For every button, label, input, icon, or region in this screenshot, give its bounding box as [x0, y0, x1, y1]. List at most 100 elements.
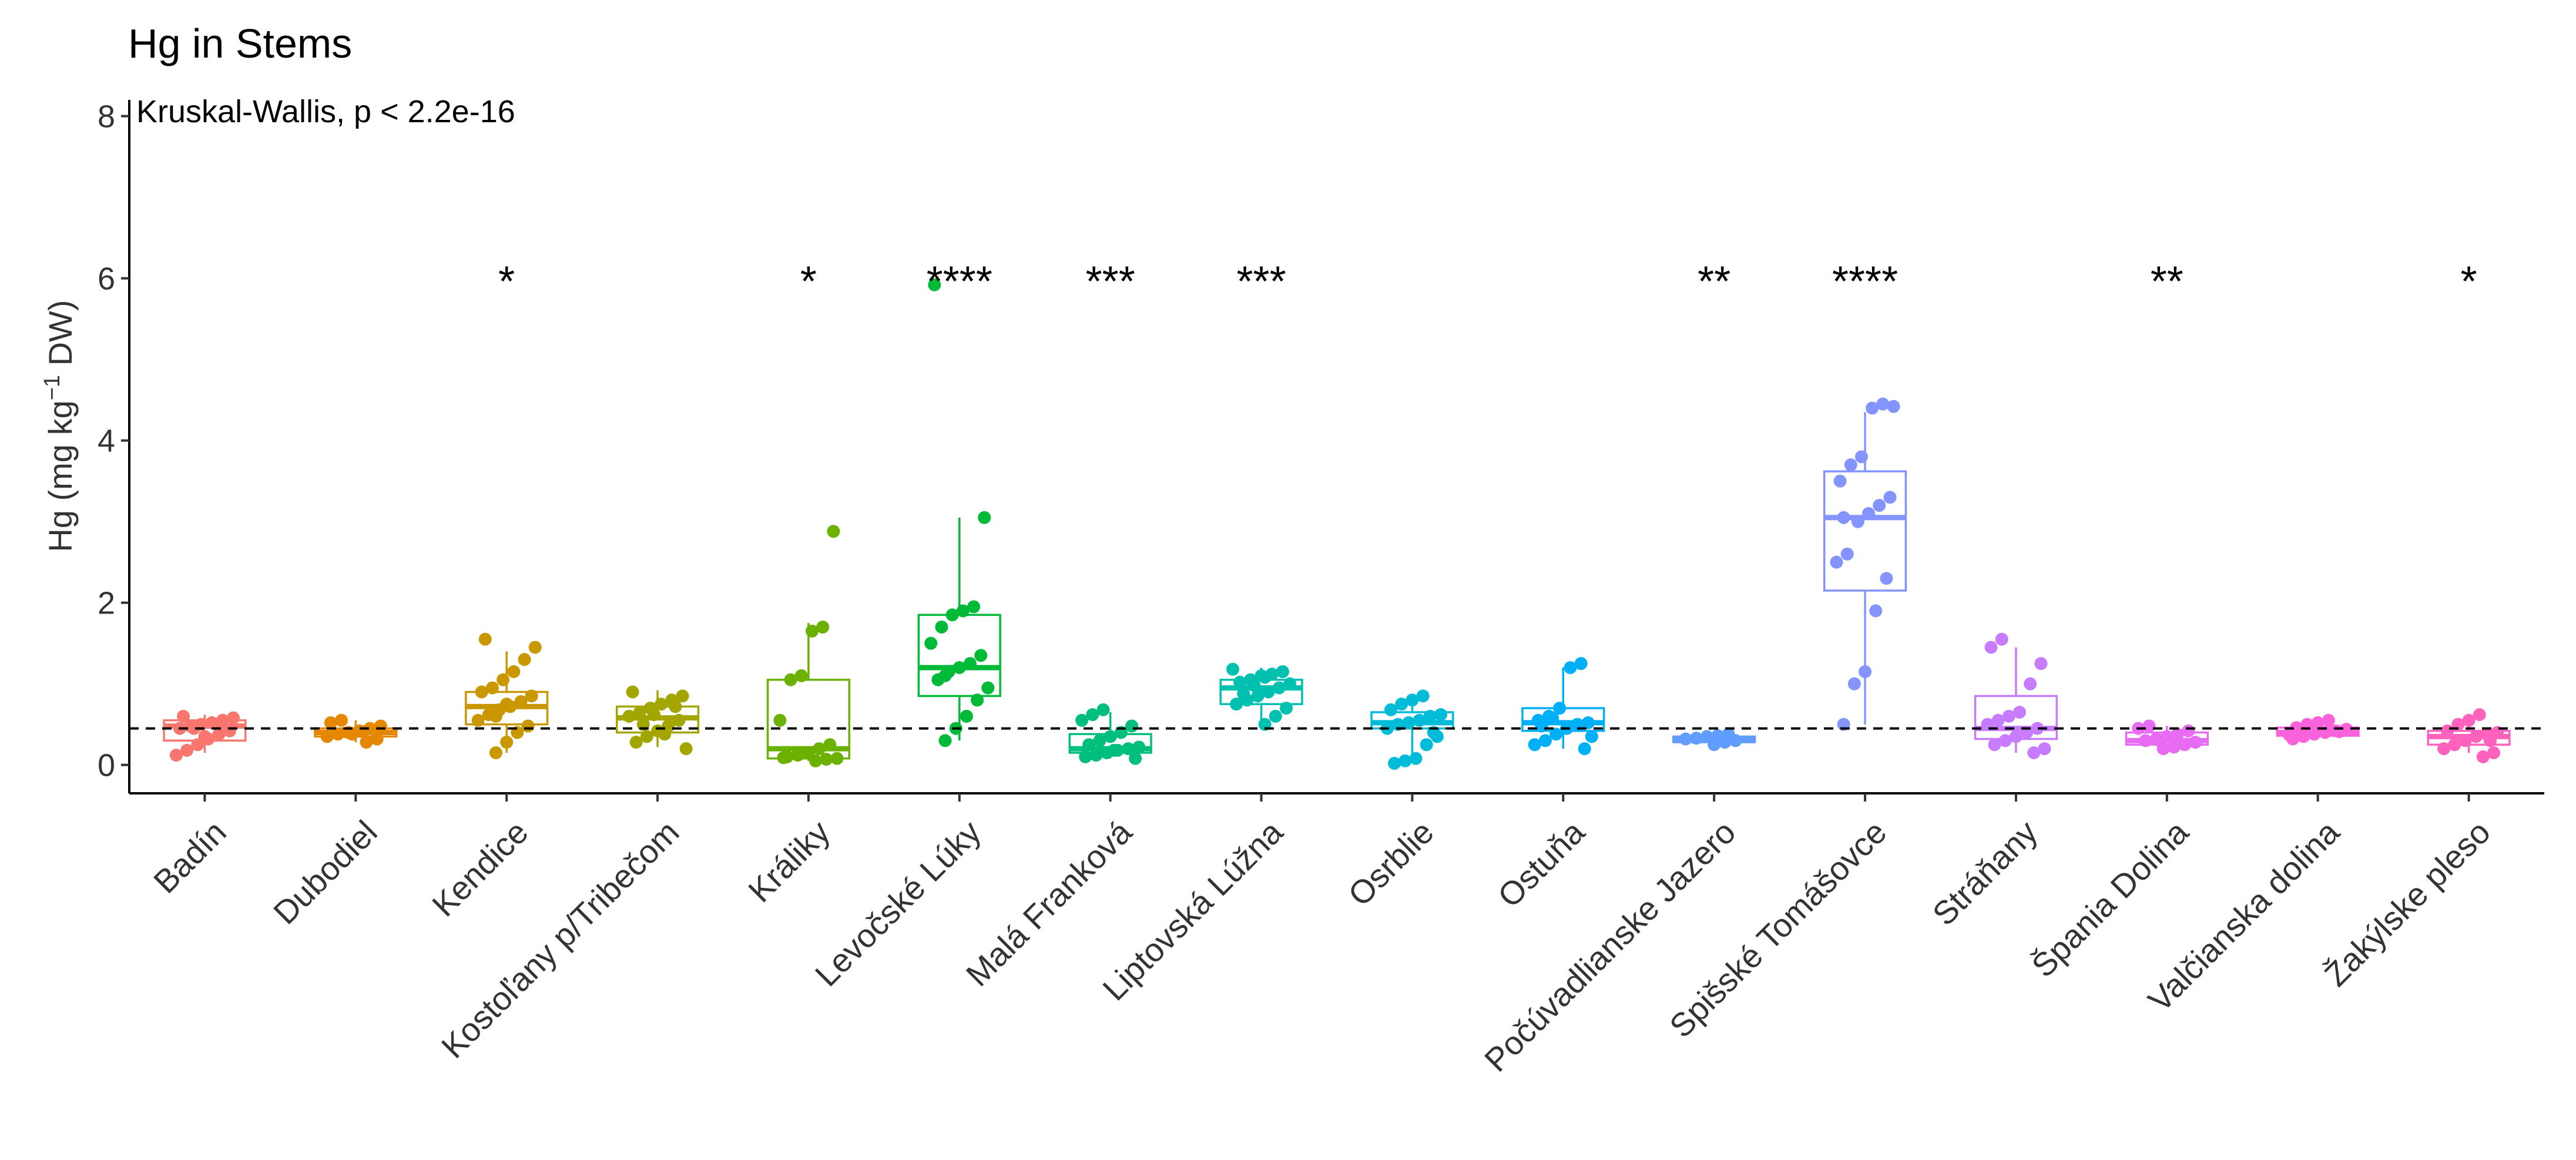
data-point	[938, 669, 952, 682]
data-point	[2333, 725, 2346, 739]
data-point	[1866, 401, 1879, 415]
data-point	[2487, 746, 2501, 759]
data-point	[1574, 657, 1588, 670]
data-point	[640, 730, 653, 743]
data-point	[1233, 675, 1247, 689]
data-point	[187, 722, 201, 735]
data-point	[945, 608, 959, 622]
signif-label: ***	[1086, 259, 1135, 306]
data-point	[1869, 604, 1883, 618]
data-point	[2002, 709, 2015, 723]
data-point	[777, 751, 790, 765]
group-1	[163, 709, 247, 762]
y-axis-label: Hg (mg kg−1 DW)	[40, 300, 79, 552]
data-point	[2171, 727, 2185, 741]
data-point	[528, 641, 542, 654]
data-point	[1538, 734, 1552, 747]
data-point	[2182, 724, 2195, 737]
data-point	[1283, 677, 1297, 690]
data-point	[1093, 734, 1106, 747]
data-point	[212, 727, 226, 741]
data-point	[1535, 719, 1548, 733]
data-point	[1847, 677, 1861, 690]
data-point	[1251, 689, 1264, 703]
data-point	[356, 725, 370, 739]
data-point	[1125, 719, 1139, 733]
data-point	[1406, 693, 1419, 707]
data-point	[2153, 734, 2166, 747]
data-point	[1082, 738, 1096, 752]
signif-label: *	[498, 259, 515, 306]
group-11: **	[1672, 259, 1756, 752]
group-5: *	[766, 259, 851, 767]
signif-label: **	[2151, 259, 2183, 306]
data-point	[1103, 730, 1117, 743]
data-point	[1830, 555, 1843, 569]
data-point	[1553, 702, 1567, 715]
data-point	[2178, 738, 2192, 752]
data-point	[956, 604, 970, 618]
data-point	[1280, 702, 1293, 715]
box	[1823, 470, 1907, 592]
data-point	[1689, 732, 1703, 745]
data-point	[672, 713, 686, 727]
data-point	[198, 730, 212, 743]
data-point	[1226, 662, 1240, 676]
data-point	[1258, 670, 1272, 684]
data-point	[2038, 742, 2051, 756]
plot-area: * * **** *** *** ** **** ** *	[129, 259, 2544, 770]
data-point	[1700, 730, 1714, 743]
x-tick-label: Kendice	[425, 813, 535, 924]
signif-label: *	[2461, 259, 2477, 306]
group-16: *	[2427, 259, 2511, 763]
signif-label: **	[1698, 259, 1730, 306]
data-point	[935, 621, 948, 634]
y-axis: 0 2 4 6 8	[98, 99, 130, 793]
data-point	[1854, 450, 1868, 464]
group-2	[314, 713, 398, 749]
y-tick-label: 2	[98, 586, 115, 621]
chart-title: Hg in Stems	[128, 21, 352, 66]
group-13	[1974, 632, 2058, 759]
data-point	[2139, 734, 2152, 747]
test-annotation: Kruskal-Wallis, p < 2.2e-16	[136, 94, 515, 129]
data-point	[514, 695, 528, 709]
signif-label: ****	[927, 259, 992, 306]
data-point	[658, 727, 672, 741]
data-point	[1851, 515, 1864, 528]
data-point	[1276, 665, 1289, 678]
data-point	[1995, 632, 2008, 646]
data-point	[928, 278, 941, 291]
data-point	[1991, 713, 2005, 727]
data-point	[1528, 738, 1541, 752]
data-point	[2031, 722, 2044, 735]
data-point	[226, 711, 240, 725]
data-point	[489, 746, 502, 759]
data-point	[1837, 511, 1850, 524]
data-point	[1984, 641, 1998, 654]
data-point	[1434, 708, 1447, 722]
data-point	[1413, 713, 1426, 727]
group-9	[1370, 689, 1454, 770]
data-point	[974, 649, 988, 662]
y-tick-label: 0	[98, 748, 115, 783]
data-point	[1581, 716, 1595, 729]
group-7: ***	[1068, 259, 1152, 765]
data-point	[806, 624, 819, 638]
data-point	[938, 734, 952, 747]
data-point	[1844, 458, 1857, 472]
x-tick-label: Špania Dolina	[2024, 813, 2196, 984]
group-15	[2276, 713, 2360, 746]
data-point	[2437, 742, 2451, 756]
data-point	[169, 749, 183, 762]
data-point	[1833, 474, 1847, 488]
data-point	[1247, 679, 1261, 692]
x-tick-label: Osrblie	[1341, 813, 1441, 913]
data-point	[2483, 734, 2497, 747]
data-point	[633, 705, 646, 719]
data-point	[2297, 730, 2310, 743]
data-point	[497, 673, 510, 686]
data-point	[2167, 740, 2181, 754]
